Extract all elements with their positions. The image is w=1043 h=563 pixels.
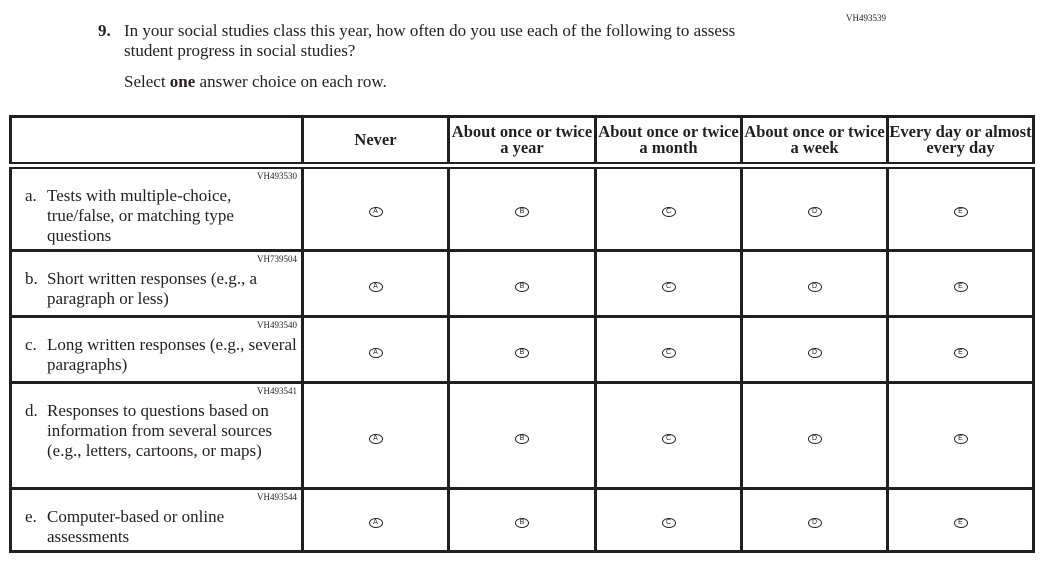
answer-cell: C (594, 249, 743, 318)
answer-bubble-e[interactable]: E (953, 207, 968, 217)
row-label: VH493530 a. Tests with multiple-choice, tr… (9, 164, 304, 252)
answer-bubble-c[interactable]: C (661, 347, 676, 358)
answer-cell: A (301, 164, 450, 252)
answer-cell: B (447, 315, 597, 384)
answer-bubble-a[interactable]: A (368, 433, 383, 444)
answer-bubble-d[interactable]: D (807, 281, 822, 292)
row-label: VH493541 d. Responses to questions based o… (9, 381, 304, 490)
answer-bubble-c[interactable]: C (661, 207, 676, 217)
answer-cell: E (886, 381, 1035, 490)
column-header: Every day or almost every day (886, 115, 1035, 169)
row-letter: c. (25, 335, 37, 354)
row-text: Tests with multiple-choice, true/false, … (47, 186, 234, 245)
answer-bubble-b[interactable]: B (515, 281, 529, 292)
answer-cell: D (740, 487, 889, 553)
answer-cell: D (740, 315, 889, 384)
answer-bubble-a[interactable]: A (368, 281, 383, 292)
row-id: VH493544 (257, 492, 297, 502)
answer-cell: C (594, 164, 743, 252)
answer-cell: C (594, 381, 743, 490)
answer-bubble-a[interactable]: A (368, 347, 383, 358)
header-blank (9, 115, 304, 169)
answer-bubble-e[interactable]: E (953, 433, 968, 444)
answer-cell: C (594, 315, 743, 384)
row-label: VH739504 b. Short written responses (e.g.,… (9, 249, 304, 318)
table-row: VH493530 a. Tests with multiple-choice, tr… (9, 164, 1035, 252)
answer-bubble-d[interactable]: D (807, 518, 822, 528)
answer-cell: E (886, 487, 1035, 553)
row-id: VH493530 (257, 171, 297, 181)
answer-bubble-c[interactable]: C (661, 433, 676, 444)
answer-cell: B (447, 249, 597, 318)
row-text: Computer-based or online assessments (47, 507, 225, 546)
answer-cell: D (740, 164, 889, 252)
answer-bubble-b[interactable]: B (515, 433, 529, 444)
column-header: About once or twice a month (594, 115, 743, 169)
table-row: VH493541 d. Responses to questions based o… (9, 381, 1035, 490)
row-text: Long written responses (e.g., several pa… (47, 335, 297, 374)
answer-cell: B (447, 164, 597, 252)
answer-cell: A (301, 381, 450, 490)
answer-cell: E (886, 315, 1035, 384)
answer-bubble-d[interactable]: D (807, 207, 822, 217)
answer-cell: E (886, 249, 1035, 318)
row-letter: a. (25, 186, 37, 205)
answer-bubble-d[interactable]: D (807, 347, 822, 358)
answer-bubble-e[interactable]: E (953, 518, 968, 528)
row-label: VH493540 c. Long written responses (e.g., … (9, 315, 304, 384)
answer-bubble-e[interactable]: E (953, 347, 968, 358)
answer-bubble-a[interactable]: A (368, 518, 383, 528)
row-id: VH739504 (257, 254, 297, 264)
instruction: Select one answer choice on each row. (124, 72, 387, 92)
answer-cell: B (447, 487, 597, 553)
answer-cell: D (740, 249, 889, 318)
answer-cell: A (301, 249, 450, 318)
answer-bubble-b[interactable]: B (515, 207, 529, 217)
question-number: 9. (98, 21, 111, 40)
question-id: VH493539 (846, 13, 886, 23)
answer-bubble-a[interactable]: A (368, 207, 383, 217)
row-id: VH493541 (257, 386, 297, 396)
answer-bubble-d[interactable]: D (807, 433, 822, 444)
row-label: VH493544 e. Computer-based or online asses… (9, 487, 304, 553)
answer-cell: E (886, 164, 1035, 252)
column-header: About once or twice a week (740, 115, 889, 169)
row-letter: b. (25, 269, 38, 288)
answer-cell: A (301, 315, 450, 384)
answer-bubble-e[interactable]: E (953, 281, 968, 292)
answer-bubble-b[interactable]: B (515, 518, 529, 528)
answer-cell: B (447, 381, 597, 490)
question-text: In your social studies class this year, … (124, 21, 736, 60)
response-grid: Never About once or twice a year About onc… (9, 115, 1035, 553)
column-header: Never (301, 115, 450, 169)
answer-bubble-b[interactable]: B (515, 347, 529, 358)
table-row: VH739504 b. Short written responses (e.g.,… (9, 249, 1035, 318)
row-text: Short written responses (e.g., a paragra… (47, 269, 258, 308)
answer-cell: D (740, 381, 889, 490)
answer-bubble-c[interactable]: C (661, 518, 676, 528)
answer-cell: A (301, 487, 450, 553)
row-letter: e. (25, 507, 37, 526)
instruction-post: answer choice on each row. (195, 72, 387, 91)
row-letter: d. (25, 401, 38, 420)
answer-cell: C (594, 487, 743, 553)
instruction-pre: Select (124, 72, 170, 91)
row-id: VH493540 (257, 320, 297, 330)
table-row: VH493540 c. Long written responses (e.g., … (9, 315, 1035, 384)
instruction-bold: one (169, 72, 196, 91)
column-header: About once or twice a year (447, 115, 597, 169)
table-row: VH493544 e. Computer-based or online asses… (9, 487, 1035, 553)
row-text: Responses to questions based on informat… (47, 401, 273, 460)
answer-bubble-c[interactable]: C (661, 281, 676, 292)
